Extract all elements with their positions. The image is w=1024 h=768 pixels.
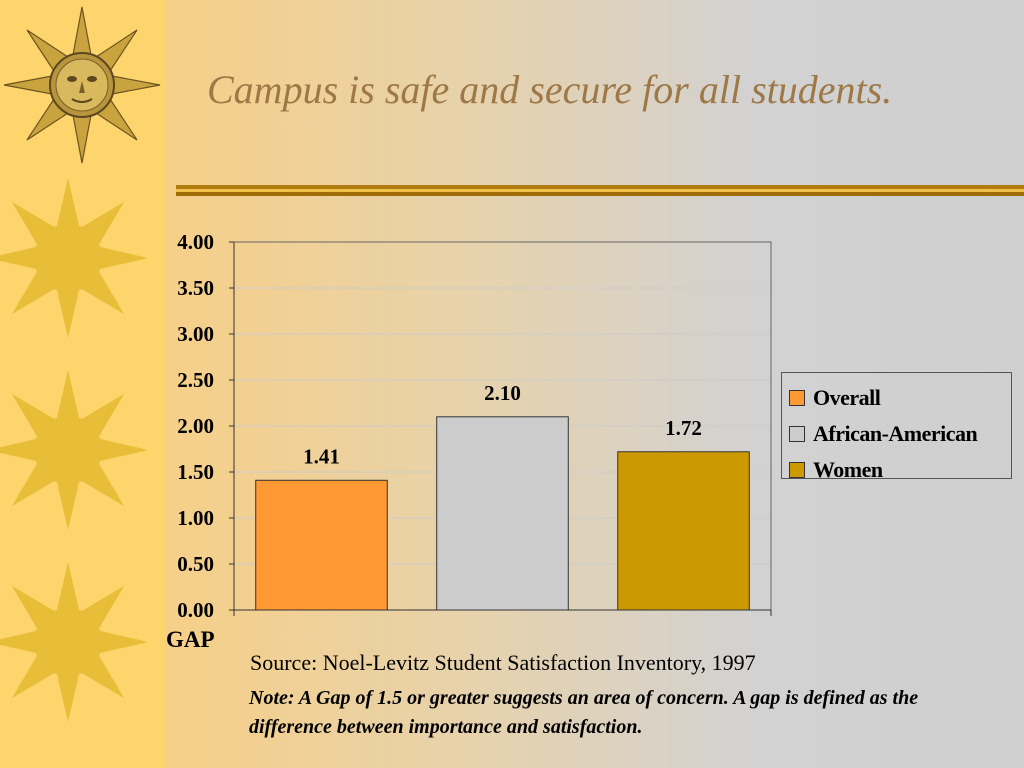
y-tick-label: 0.50: [177, 552, 214, 576]
data-label-women: 1.72: [665, 416, 702, 440]
y-tick-label: 2.00: [177, 414, 214, 438]
title-divider: [176, 185, 1024, 196]
legend-label-african-american: African-American: [813, 421, 978, 446]
chart-bars: [255, 416, 750, 611]
note-text: Note: A Gap of 1.5 or greater suggests a…: [249, 687, 919, 738]
bar-women: [617, 451, 750, 611]
y-tick-label: 4.00: [177, 230, 214, 254]
decorative-sidebar: [0, 0, 165, 768]
y-tick-label: 2.50: [177, 368, 214, 392]
y-tick-label: 3.50: [177, 276, 214, 300]
sun-icon: [0, 370, 148, 530]
legend-label-overall: Overall: [813, 385, 881, 410]
legend-swatch-overall: [789, 390, 805, 406]
bar-overall: [255, 479, 388, 611]
sun-face-icon: [3, 6, 161, 164]
legend-item-african-american: African-American: [782, 416, 1011, 452]
legend-label-women: Women: [813, 457, 883, 482]
legend-item-overall: Overall: [782, 380, 1011, 416]
chart-data-labels: 1.41 2.10 1.72: [303, 381, 702, 468]
y-tick-label: 1.00: [177, 506, 214, 530]
data-label-african-american: 2.10: [484, 381, 521, 405]
data-label-overall: 1.41: [303, 444, 340, 468]
legend-item-women: Women: [782, 452, 1011, 488]
legend-swatch-women: [789, 462, 805, 478]
chart-legend: Overall African-American Women: [781, 372, 1012, 482]
y-tick-label: 3.00: [177, 322, 214, 346]
sun-icon: [0, 178, 148, 338]
legend-swatch-african-american: [789, 426, 805, 442]
bar-african-american: [436, 416, 569, 611]
slide-title: Campus is safe and secure for all studen…: [207, 67, 893, 112]
y-tick-label: 1.50: [177, 460, 214, 484]
source-text: Source: Noel-Levitz Student Satisfaction…: [250, 650, 756, 675]
y-tick-label: 0.00: [177, 598, 214, 622]
sun-icon: [0, 562, 148, 722]
x-axis-label: GAP: [166, 627, 215, 652]
